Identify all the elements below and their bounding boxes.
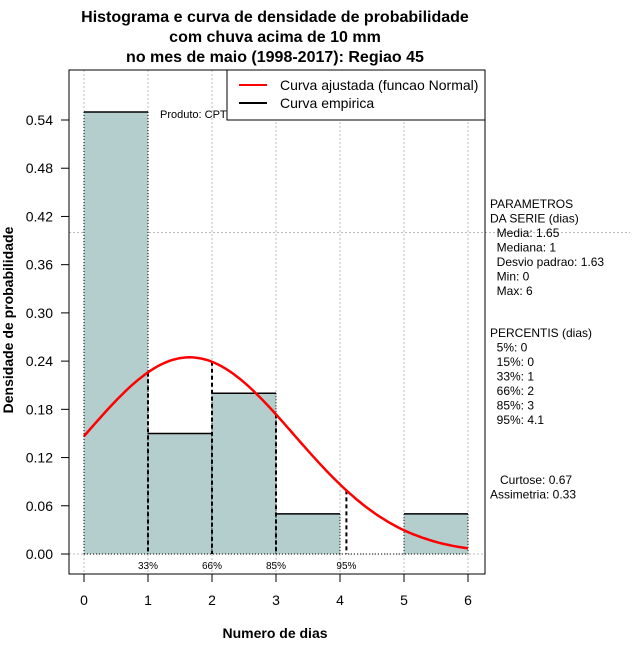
x-tick-label: 2 bbox=[208, 592, 216, 608]
histogram-bar bbox=[84, 111, 148, 554]
percentile-label: 95% bbox=[336, 561, 356, 572]
y-tick-label: 0.06 bbox=[26, 498, 53, 514]
percentile-stat-line: PERCENTIS (dias) bbox=[490, 326, 592, 340]
percentile-label: 85% bbox=[266, 561, 286, 572]
y-tick-label: 0.36 bbox=[26, 257, 53, 273]
title-line-2: com chuva acima de 10 mm bbox=[169, 29, 381, 46]
y-axis-label: Densidade de probabilidade bbox=[0, 226, 16, 413]
percentile-label: 33% bbox=[138, 561, 158, 572]
y-tick-label: 0.18 bbox=[26, 401, 53, 417]
y-tick-label: 0.24 bbox=[26, 353, 53, 369]
x-tick-label: 3 bbox=[272, 592, 280, 608]
legend: Curva ajustada (funcao Normal) Curva emp… bbox=[226, 69, 486, 121]
y-tick-label: 0.30 bbox=[26, 305, 53, 321]
legend-label-empirical: Curva empirica bbox=[280, 95, 374, 111]
parameter-line: Desvio padrao: 1.63 bbox=[490, 255, 604, 269]
percentile-stat-line: 66%: 2 bbox=[490, 384, 534, 398]
percentile-stat-line: 5%: 0 bbox=[490, 341, 528, 355]
x-tick-label: 5 bbox=[400, 592, 408, 608]
x-tick-label: 6 bbox=[464, 592, 472, 608]
legend-box bbox=[226, 69, 486, 121]
y-tick-label: 0.12 bbox=[26, 450, 53, 466]
percentile-stat-line: 95%: 4.1 bbox=[490, 413, 544, 427]
x-tick-label: 0 bbox=[80, 592, 88, 608]
legend-label-normal: Curva ajustada (funcao Normal) bbox=[280, 77, 478, 93]
y-tick-label: 0.00 bbox=[26, 546, 53, 562]
shape-stat-line: Curtose: 0.67 bbox=[490, 473, 572, 487]
title-line-3: no mes de maio (1998-2017): Regiao 45 bbox=[126, 49, 424, 66]
parameter-line: Media: 1.65 bbox=[490, 226, 560, 240]
y-tick-label: 0.54 bbox=[26, 112, 53, 128]
percentile-stat-line: 33%: 1 bbox=[490, 370, 534, 384]
parameter-line: Mediana: 1 bbox=[490, 241, 556, 255]
title-line-1: Histograma e curva de densidade de proba… bbox=[81, 9, 469, 26]
percentile-stat-line: 15%: 0 bbox=[490, 355, 534, 369]
x-tick-label: 1 bbox=[144, 592, 152, 608]
x-axis-label: Numero de dias bbox=[222, 625, 327, 641]
normal-curve bbox=[83, 356, 469, 550]
chart-title: Histograma e curva de densidade de proba… bbox=[81, 9, 469, 66]
x-tick-label: 4 bbox=[336, 592, 344, 608]
histogram-bar bbox=[212, 393, 276, 554]
shape-stat-line: Assimetria: 0.33 bbox=[490, 488, 576, 502]
parameter-line: Max: 6 bbox=[490, 284, 533, 298]
y-tick-label: 0.48 bbox=[26, 160, 53, 176]
parameter-line: Min: 0 bbox=[490, 270, 530, 284]
parameter-line: DA SERIE (dias) bbox=[490, 212, 579, 226]
y-tick-label: 0.42 bbox=[26, 208, 53, 224]
histogram-bar bbox=[148, 433, 212, 554]
percentile-label: 66% bbox=[202, 561, 222, 572]
percentile-stat-line: 85%: 3 bbox=[490, 399, 534, 413]
histogram-bar bbox=[276, 513, 340, 554]
parameter-line: PARAMETROS bbox=[490, 197, 573, 211]
